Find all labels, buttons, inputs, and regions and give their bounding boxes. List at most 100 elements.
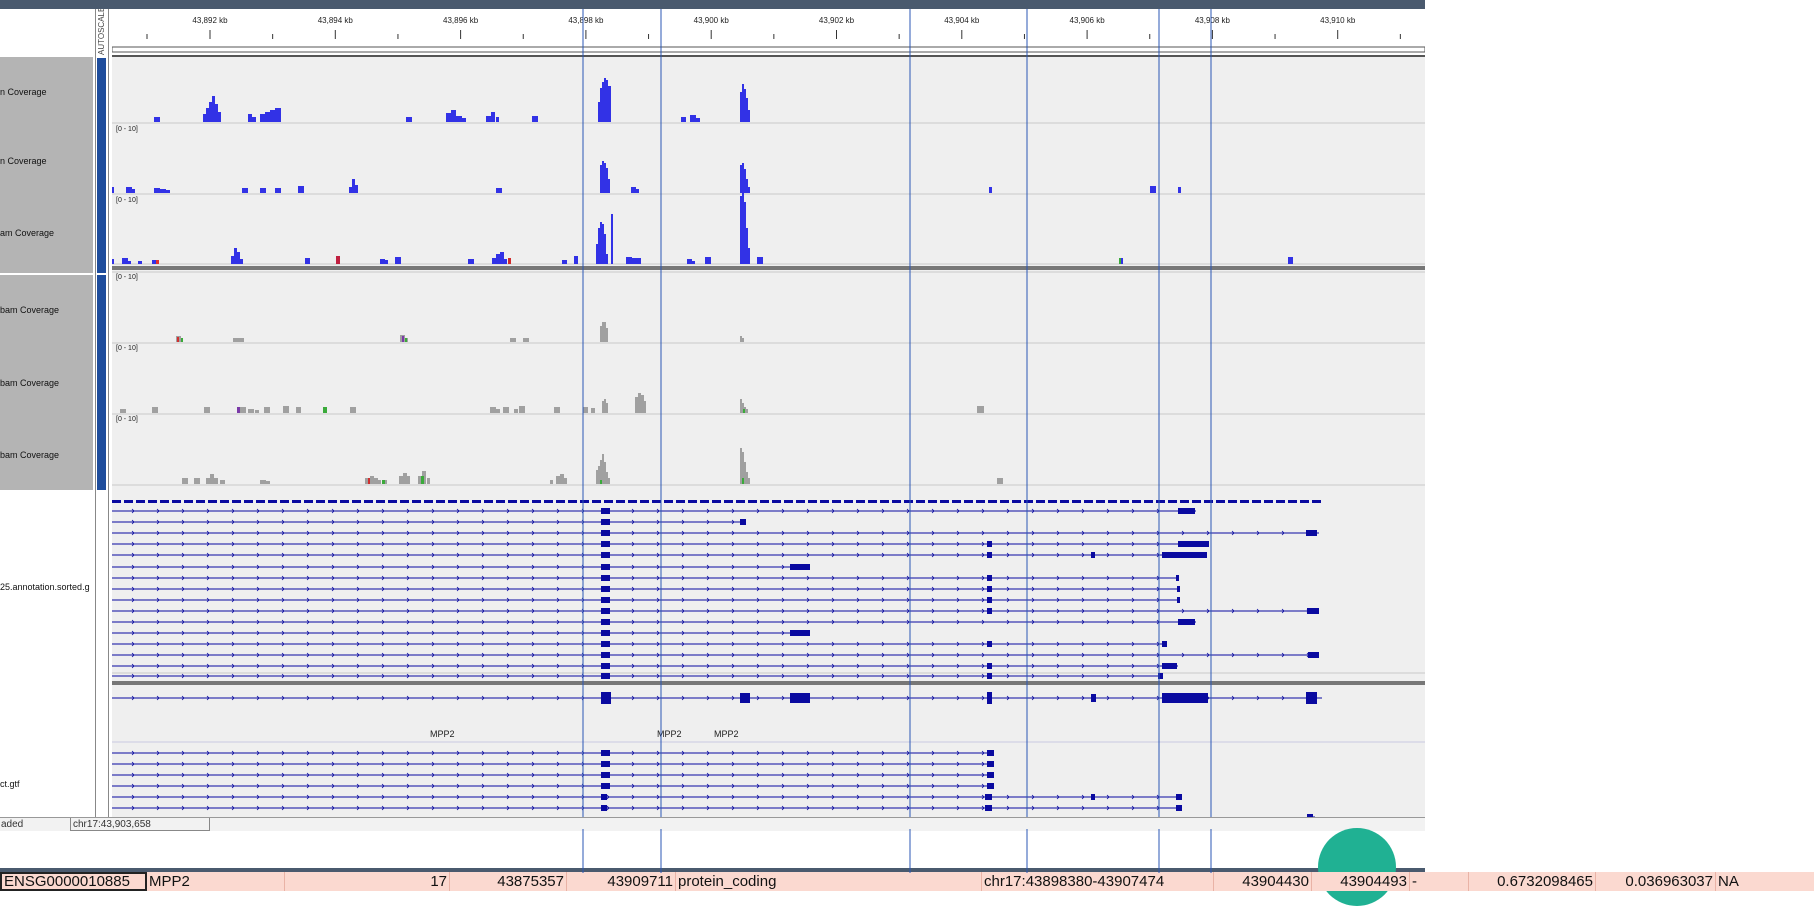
strand-arrow: [231, 783, 235, 789]
exon: [1177, 597, 1180, 603]
cell-flag[interactable]: NA: [1718, 873, 1739, 890]
strand-arrow: [131, 541, 135, 547]
coverage-bar: [692, 261, 695, 264]
strand-arrow: [531, 508, 535, 514]
strand-arrow: [331, 805, 335, 811]
strand-arrow: [656, 586, 660, 592]
coverage-group-1[interactable]: [0, 57, 93, 273]
track-name-6[interactable]: bam Coverage: [0, 450, 60, 460]
cell-peak-start[interactable]: 43904430: [1214, 872, 1312, 891]
strand-arrow: [781, 552, 785, 558]
cell-gene-name[interactable]: MPP2: [147, 872, 285, 891]
strand-arrow: [1031, 552, 1035, 558]
coverage-bar: [631, 187, 636, 193]
coverage-bar: [600, 460, 602, 484]
strand-arrow: [781, 772, 785, 778]
strand-arrow: [481, 564, 485, 570]
cell-region[interactable]: chr17:43898380-43907474: [982, 872, 1214, 891]
gene-span-segment: [256, 500, 265, 503]
strand-arrow: [856, 586, 860, 592]
coverage-bar: [204, 407, 210, 413]
coverage-bar: [740, 399, 742, 413]
strand-arrow: [656, 641, 660, 647]
strand-arrow: [531, 552, 535, 558]
strand-arrow: [306, 564, 310, 570]
gene-span-segment: [1048, 500, 1057, 503]
strand-arrow: [431, 541, 435, 547]
strand-arrow: [681, 663, 685, 669]
cell-score[interactable]: 0.6732098465: [1469, 872, 1596, 891]
strand-arrow: [681, 761, 685, 767]
cell-start[interactable]: 43875357: [450, 872, 567, 891]
strand-arrow: [856, 608, 860, 614]
strand-arrow: [656, 519, 660, 525]
gene-span-segment: [292, 500, 301, 503]
strand-arrow: [1081, 619, 1085, 625]
data-panel[interactable]: [0 - 10] [0 - 10] [0 - 10] [0 - 10] [0 - 10]…: [112, 57, 1425, 829]
strand-arrow: [1006, 673, 1010, 679]
strand-arrow: [1056, 530, 1060, 536]
attribute-color-cell-2[interactable]: [97, 275, 106, 490]
ruler[interactable]: 43,892 kb 43,894 kb 43,896 kb 43,898 kb 43,9…: [111, 9, 1426, 57]
strand-arrow: [831, 673, 835, 679]
strand-arrow: [681, 673, 685, 679]
strand-arrow: [281, 794, 285, 800]
track-name-2[interactable]: n Coverage: [0, 156, 47, 166]
cell-biotype[interactable]: protein_coding: [676, 872, 982, 891]
gene-span-segment: [1096, 500, 1105, 503]
strand-arrow: [731, 652, 735, 658]
strand-arrow: [956, 508, 960, 514]
track-name-5[interactable]: bam Coverage: [0, 378, 60, 388]
coverage-bar: [746, 98, 748, 122]
attribute-color-cell-1[interactable]: [97, 58, 106, 273]
strand-arrow: [681, 783, 685, 789]
coverage-bar: [626, 257, 632, 264]
strand-arrow: [281, 783, 285, 789]
strand-arrow: [431, 586, 435, 592]
coverage-bar: [744, 202, 746, 264]
coverage-bar: [740, 196, 742, 264]
track-name-4[interactable]: bam Coverage: [0, 305, 60, 315]
cell-peak-end[interactable]: 43904493: [1312, 872, 1410, 891]
strand-arrow: [156, 530, 160, 536]
strand-arrow: [1081, 673, 1085, 679]
strand-arrow: [181, 541, 185, 547]
cell-strand[interactable]: -: [1410, 872, 1469, 891]
cell-gene-id[interactable]: ENSG0000010885: [0, 872, 147, 891]
track-name-3[interactable]: am Coverage: [0, 228, 55, 238]
strand-arrow: [131, 805, 135, 811]
coverage-bar: [681, 117, 686, 122]
strand-arrow: [406, 652, 410, 658]
track-name-1[interactable]: n Coverage: [0, 87, 47, 97]
strand-arrow: [731, 608, 735, 614]
gene-span-segment: [1252, 500, 1261, 503]
track-name-annotation[interactable]: 25.annotation.sorted.g: [0, 582, 90, 592]
gene-span-segment: [148, 500, 157, 503]
cell-end[interactable]: 43909711: [567, 872, 676, 891]
strand-arrow: [556, 695, 560, 701]
strand-arrow: [881, 772, 885, 778]
strand-arrow: [131, 564, 135, 570]
gene-span-segment: [196, 500, 205, 503]
cell-pvalue[interactable]: 0.036963037: [1596, 872, 1716, 891]
coverage-group-2[interactable]: [0, 275, 93, 490]
strand-arrow: [281, 761, 285, 767]
track-name-gtf[interactable]: ct.gtf: [0, 779, 20, 789]
strand-arrow: [756, 652, 760, 658]
gene-span-segment: [1144, 500, 1153, 503]
table-row[interactable]: ENSG0000010885 MPP2 17 43875357 43909711…: [0, 872, 1814, 891]
cell-chrom[interactable]: 17: [285, 872, 450, 891]
exon: [601, 608, 610, 614]
coverage-mismatch-bar: [742, 478, 744, 484]
strand-arrow: [1131, 695, 1135, 701]
strand-arrow: [306, 783, 310, 789]
strand-arrow: [931, 794, 935, 800]
gene-span-segment: [1060, 500, 1069, 503]
coverage-bar: [242, 188, 248, 193]
strand-arrow: [281, 619, 285, 625]
coverage-bar: [399, 476, 403, 484]
ruler-scrollbar[interactable]: [111, 46, 1426, 53]
strand-arrow: [881, 652, 885, 658]
strand-arrow: [731, 619, 735, 625]
strand-arrow: [1031, 663, 1035, 669]
